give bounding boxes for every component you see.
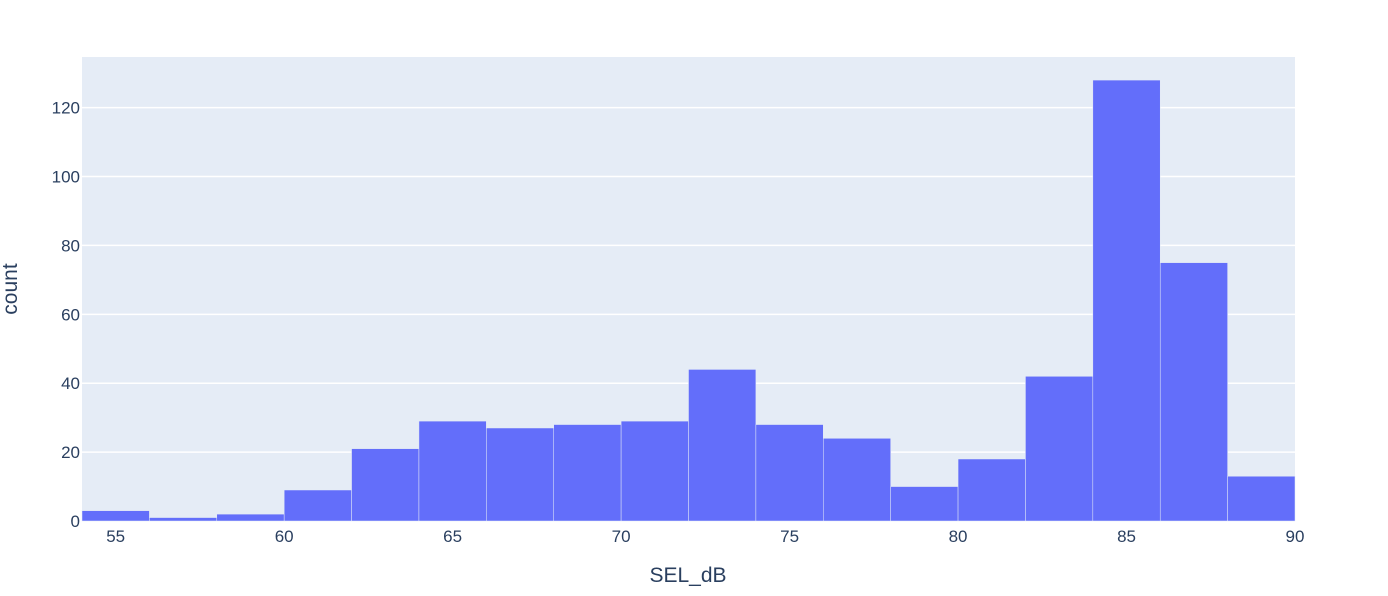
x-tick-labels: 55 60 65 70 75 80 85 90	[106, 527, 1304, 546]
x-tick-label: 85	[1117, 527, 1136, 546]
y-tick-label: 120	[52, 99, 80, 118]
x-tick-label: 55	[106, 527, 125, 546]
histogram-bar	[553, 424, 622, 522]
y-tick-label: 60	[61, 305, 80, 324]
histogram-bar	[1092, 79, 1161, 522]
histogram-bar	[1159, 262, 1228, 522]
histogram-bar	[216, 513, 285, 522]
histogram-bar	[620, 420, 689, 522]
y-axis-title: count	[0, 263, 22, 315]
x-tick-label: 75	[780, 527, 799, 546]
histogram-bar	[957, 458, 1026, 522]
histogram-bar	[823, 438, 891, 522]
histogram-bar	[149, 517, 218, 522]
y-tick-label: 40	[61, 374, 80, 393]
bars	[81, 79, 1296, 522]
y-tick-label: 80	[61, 236, 80, 255]
histogram-bar	[486, 427, 554, 522]
x-tick-label: 65	[443, 527, 462, 546]
histogram-bar	[1227, 475, 1296, 522]
y-tick-label: 20	[61, 443, 80, 462]
y-tick-labels: 0 20 40 60 80 100 120	[52, 99, 80, 531]
histogram-bar	[890, 486, 959, 522]
histogram-bar	[1025, 376, 1094, 522]
y-tick-label: 100	[52, 168, 80, 187]
histogram-bar	[418, 420, 487, 522]
x-tick-label: 60	[275, 527, 294, 546]
histogram-bar	[81, 510, 150, 522]
histogram-bar	[283, 489, 352, 522]
histogram-bar	[688, 369, 757, 522]
y-tick-label: 0	[71, 512, 80, 531]
histogram-bar	[755, 424, 824, 522]
x-tick-label: 80	[949, 527, 968, 546]
x-tick-label: 70	[612, 527, 631, 546]
histogram-bar	[351, 448, 420, 522]
x-axis-title: SEL_dB	[649, 564, 726, 587]
x-tick-label: 90	[1286, 527, 1305, 546]
